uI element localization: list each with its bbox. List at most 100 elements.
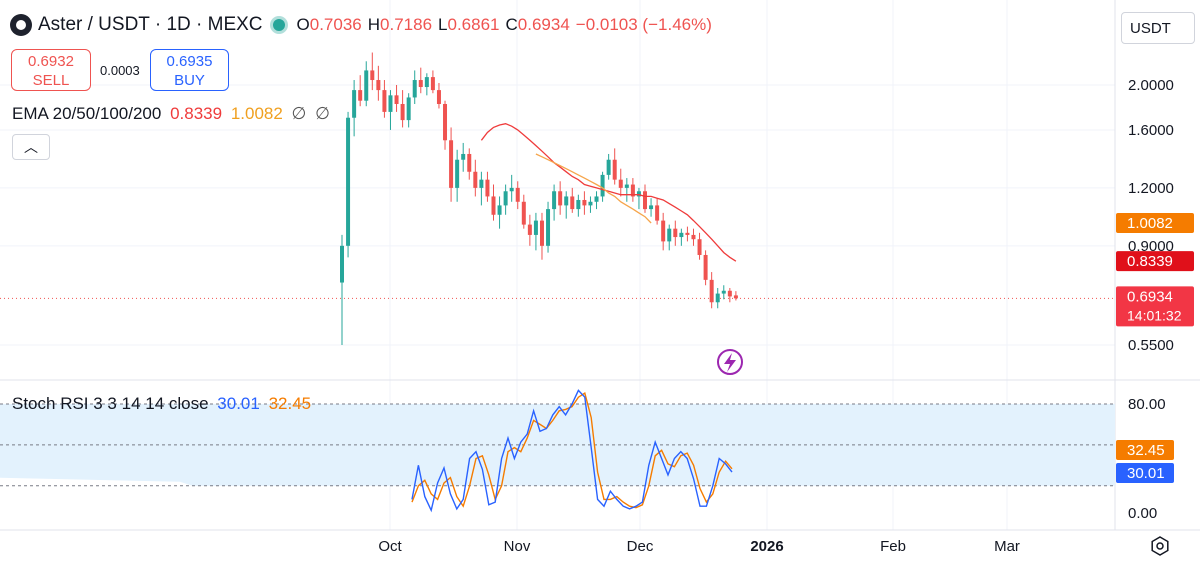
candle-body-55 <box>673 228 678 238</box>
stoch-label-bg-d <box>1116 440 1174 460</box>
candle-body-1 <box>346 117 351 246</box>
stoch-rsi-label: Stoch RSI 3 3 14 14 close <box>12 394 209 413</box>
sell-label: SELL <box>32 72 70 89</box>
candle-body-63 <box>721 290 726 294</box>
candle-body-60 <box>703 254 708 280</box>
time-axis[interactable]: Oct Nov Dec 2026 Feb Mar <box>378 538 1020 555</box>
chevron-up-icon: ︿ <box>24 139 38 155</box>
x-tick-label-3: 2026 <box>750 538 783 555</box>
stoch-label-bg-k <box>1116 463 1174 483</box>
ema50-line <box>535 153 652 224</box>
y-tick-label-1: 1.6000 <box>1128 122 1174 139</box>
candle-body-42 <box>594 196 599 202</box>
candle-body-38 <box>570 196 575 210</box>
close-key: C <box>505 15 518 34</box>
candle-body-41 <box>588 201 593 206</box>
price-labels: 1.0082 0.8339 0.6934 14:01:32 32.45 30.01 <box>1116 212 1194 483</box>
candle-body-37 <box>564 196 569 206</box>
candle-body-4 <box>364 70 369 101</box>
x-tick-label-1: Nov <box>504 538 531 555</box>
y-tick-label-0: 2.0000 <box>1128 77 1174 94</box>
stoch-label-k: 30.01 <box>1127 465 1165 482</box>
candle-body-58 <box>691 234 696 240</box>
candle-body-40 <box>582 199 587 206</box>
stoch-rsi-legend[interactable]: Stoch RSI 3 3 14 14 close 30.01 32.45 <box>12 394 311 414</box>
y-tick-label-4: 0.5500 <box>1128 337 1174 354</box>
stoch-d-value: 32.45 <box>268 394 312 413</box>
price-axis[interactable]: 2.0000 1.6000 1.2000 0.9000 0.5500 80.00 0.00 <box>1128 77 1174 522</box>
candle-body-50 <box>643 191 647 210</box>
x-tick-label-0: Oct <box>378 538 402 555</box>
price-label-bg-ema50 <box>1116 212 1194 233</box>
collapse-legend-button[interactable]: ︿ <box>12 134 50 160</box>
stoch-rsi-pane <box>0 389 1115 513</box>
candle-body-61 <box>709 279 714 303</box>
candle-body-53 <box>661 220 666 242</box>
stoch-k-value: 30.01 <box>217 394 260 413</box>
candle-body-5 <box>370 70 375 81</box>
sell-price: 0.6932 <box>28 53 74 70</box>
candle-body-29 <box>515 187 520 202</box>
candle-body-22 <box>473 171 478 188</box>
candle-body-17 <box>443 103 448 141</box>
candle-body-13 <box>418 80 423 88</box>
ema20-value: 0.8339 <box>170 104 223 123</box>
candle-body-24 <box>485 179 490 197</box>
stoch-tick-80: 80.00 <box>1128 396 1166 413</box>
ema20-line <box>480 123 737 262</box>
candle-body-34 <box>546 209 551 246</box>
candle-body-0 <box>340 245 344 283</box>
stoch-k-line <box>411 389 733 513</box>
currency-selector[interactable]: USDT <box>1121 12 1195 44</box>
price-label-last: 0.6934 <box>1127 288 1173 305</box>
candle-body-48 <box>630 184 635 197</box>
ema50-value: 1.0082 <box>230 104 283 123</box>
ema-legend[interactable]: EMA 20/50/100/200 0.8339 1.0082 ∅ ∅ <box>12 104 330 124</box>
buy-button[interactable]: 0.6935 BUY <box>150 49 229 91</box>
ohlc-values: O0.7036 H0.7186 L0.6861 C0.6934 −0.0103 (−1.… <box>297 15 718 35</box>
y-tick-label-3: 0.9000 <box>1128 238 1174 255</box>
candle-body-7 <box>382 90 387 112</box>
candle-body-54 <box>667 228 672 242</box>
candle-body-9 <box>394 95 399 104</box>
candle-body-43 <box>600 174 605 197</box>
candle-body-15 <box>430 77 435 91</box>
candle-body-20 <box>461 153 466 160</box>
asset-logo-icon <box>10 14 32 36</box>
settings-gear-icon[interactable] <box>1150 536 1170 556</box>
candle-body-64 <box>727 290 732 297</box>
ema-layer <box>480 123 737 262</box>
lightning-icon[interactable] <box>717 349 743 375</box>
candle-body-51 <box>649 205 654 210</box>
price-label-ema20: 0.8339 <box>1127 253 1173 270</box>
symbol-title[interactable]: Aster / USDT · 1D · MEXC <box>38 14 263 35</box>
ema100-value: ∅ <box>291 104 307 123</box>
sell-button[interactable]: 0.6932 SELL <box>11 49 91 91</box>
candle-body-39 <box>576 199 581 210</box>
candle-body-30 <box>521 201 526 225</box>
price-label-bg-ema20 <box>1116 251 1194 272</box>
candle-body-32 <box>533 220 538 235</box>
candle-body-19 <box>455 159 460 188</box>
candle-body-3 <box>358 90 363 101</box>
candle-body-28 <box>509 187 514 192</box>
stoch-tick-0: 0.00 <box>1128 505 1157 522</box>
stoch-band-fade <box>0 477 260 508</box>
countdown-label: 14:01:32 <box>1127 307 1182 323</box>
ema-label: EMA 20/50/100/200 <box>12 104 162 123</box>
close-value: 0.6934 <box>517 15 570 34</box>
stoch-label-d: 32.45 <box>1127 442 1165 459</box>
candle-body-52 <box>655 205 660 221</box>
candle-body-26 <box>497 205 502 215</box>
candle-body-8 <box>388 95 393 112</box>
candle-body-18 <box>449 140 454 188</box>
candle-body-31 <box>527 224 532 235</box>
candle-body-56 <box>679 232 684 238</box>
candle-body-44 <box>606 159 611 175</box>
high-value: 0.7186 <box>380 15 433 34</box>
candle-body-45 <box>612 159 617 180</box>
candle-body-49 <box>636 191 641 197</box>
price-label-ema50: 1.0082 <box>1127 215 1173 232</box>
candle-body-47 <box>624 184 629 188</box>
